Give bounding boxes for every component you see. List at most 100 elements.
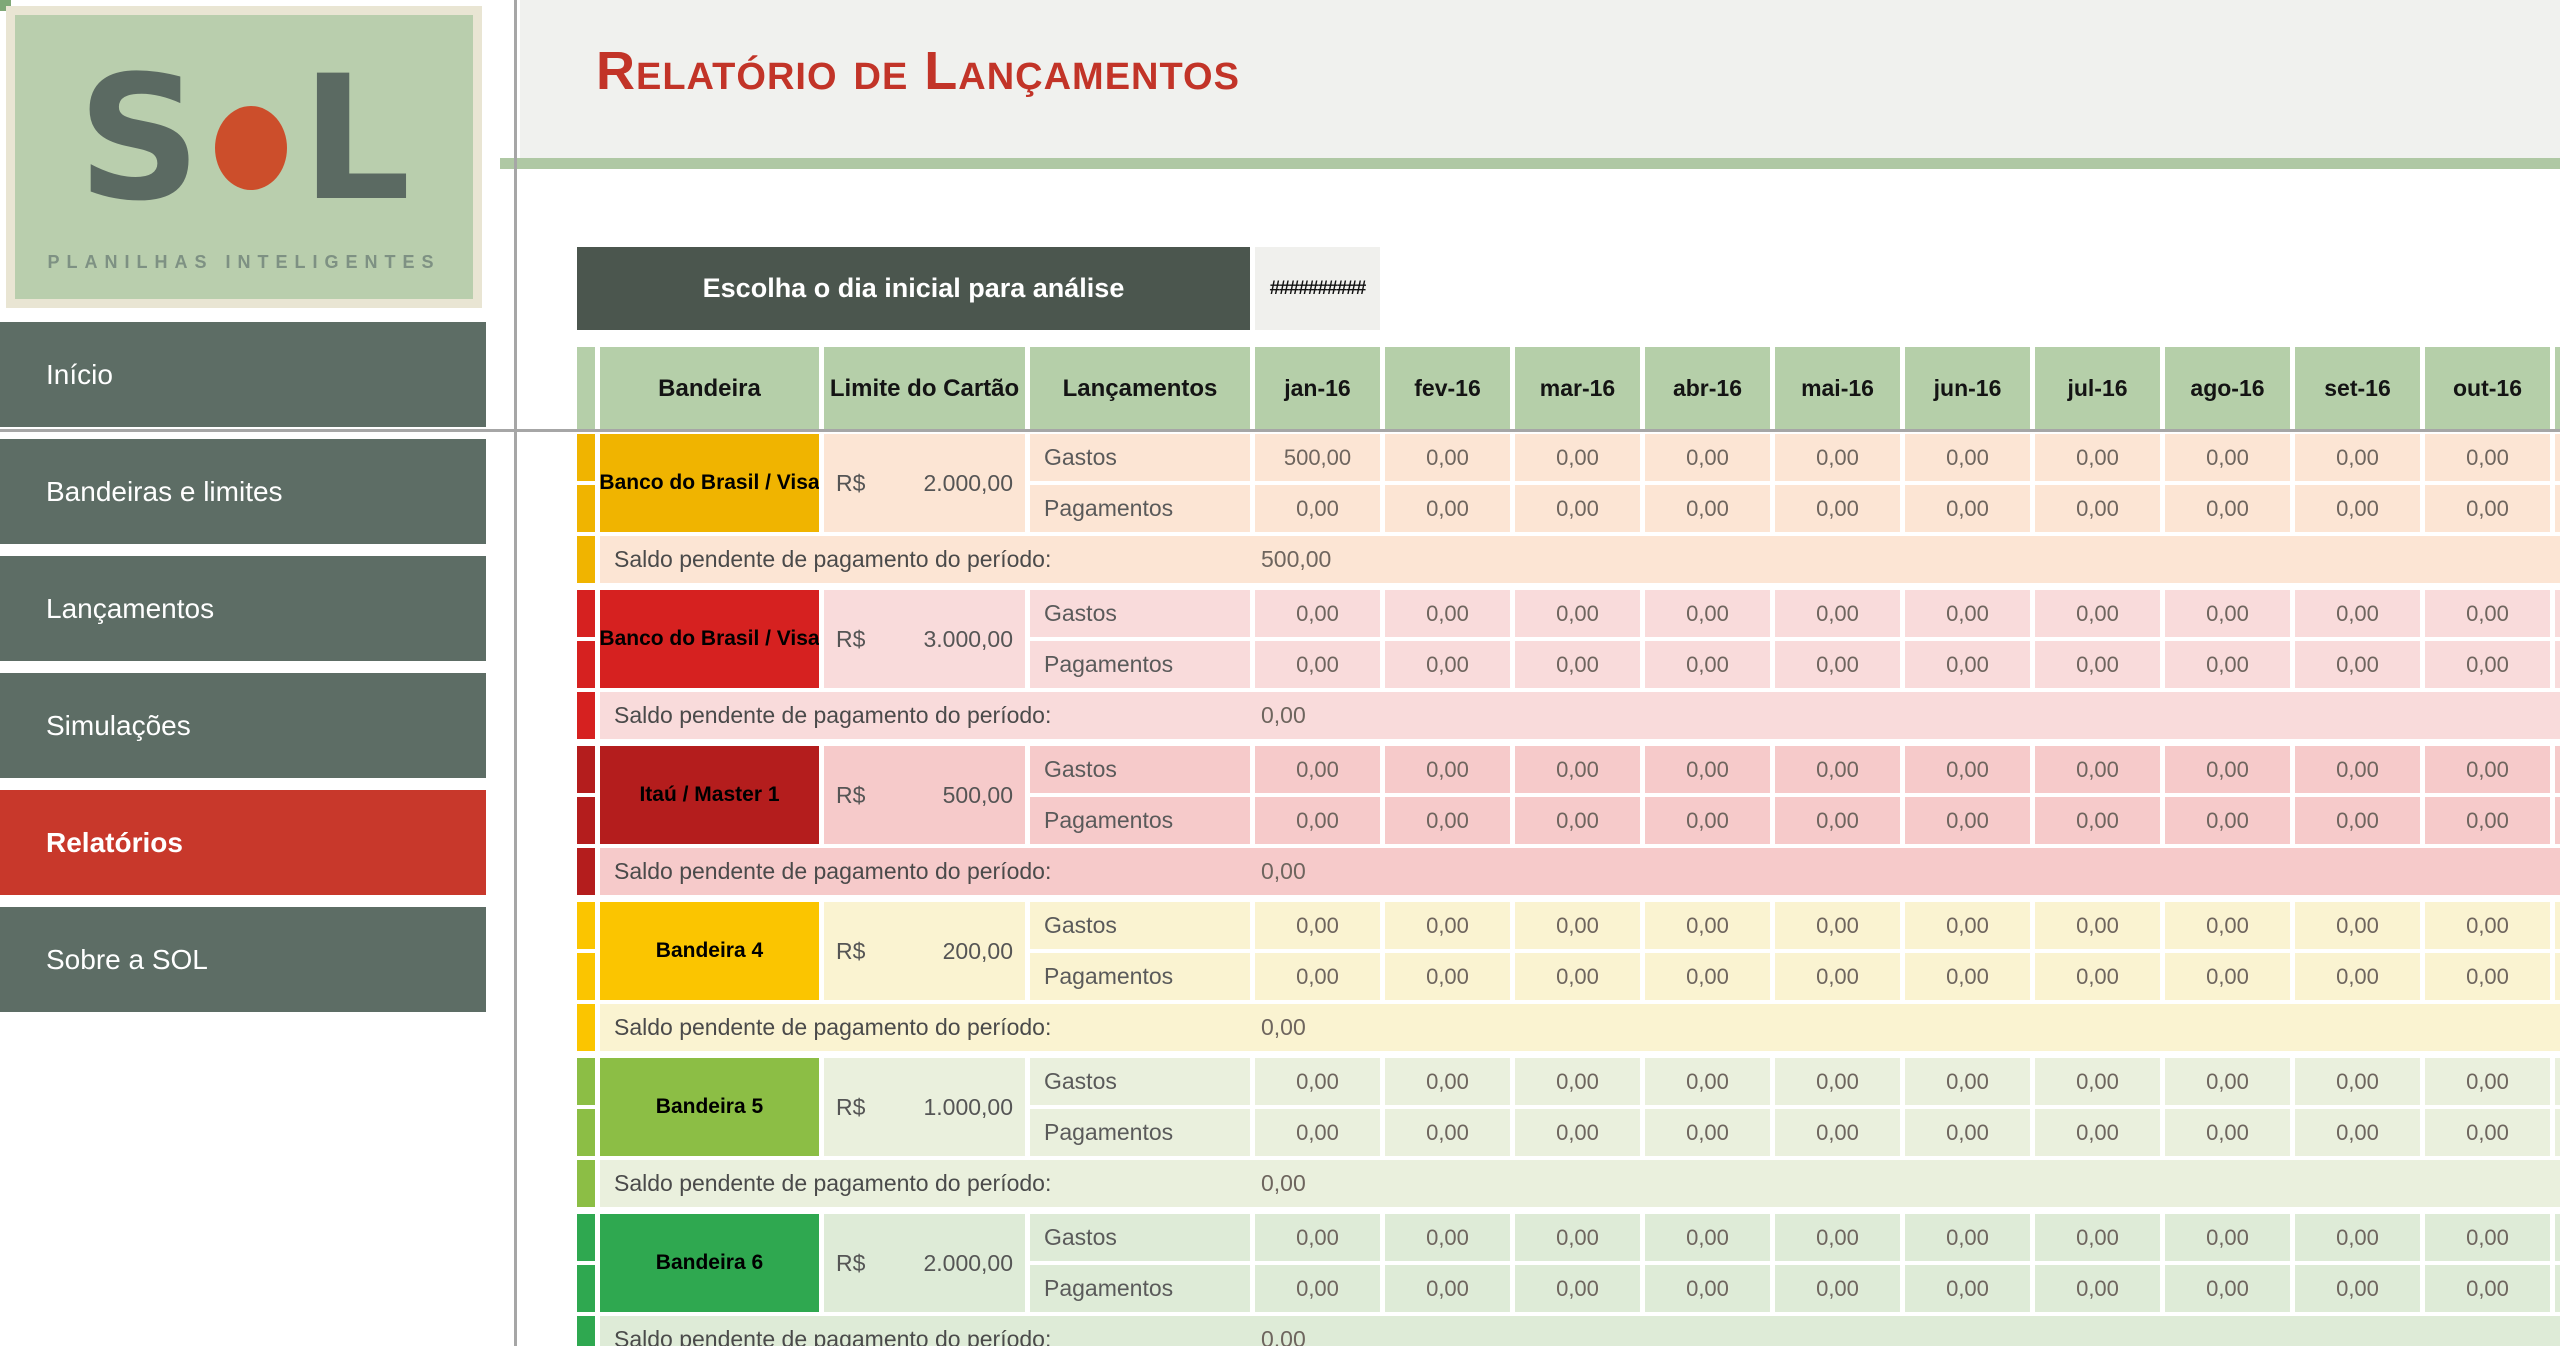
sol-logo: S L PLANILHAS INTELIGENTES [6, 6, 482, 308]
row-sliver-cell [2555, 902, 2560, 949]
date-filter-label: Escolha o dia inicial para análise [577, 247, 1250, 330]
pagamentos-value-cell: 0,00 [2425, 953, 2550, 1000]
card-block: Banco do Brasil / Visa R$ 2.000,00 Gastos 50… [577, 434, 2560, 583]
pagamentos-label-cell: Pagamentos [1030, 1265, 1250, 1312]
brand-cell: Banco do Brasil / Visa [600, 590, 819, 688]
accent-strip-cell [577, 1214, 595, 1261]
gastos-value-cell: 0,00 [2035, 1058, 2160, 1105]
pagamentos-value-cell: 0,00 [1645, 1109, 1770, 1156]
gastos-value-cell: 0,00 [1255, 746, 1380, 793]
accent-strip-cell [577, 902, 595, 949]
gastos-value-cell: 0,00 [1645, 746, 1770, 793]
gastos-value-cell: 0,00 [1255, 902, 1380, 949]
pagamentos-value-cell: 0,00 [1515, 953, 1640, 1000]
gastos-value-cell: 0,00 [1515, 1058, 1640, 1105]
gastos-value-cell: 0,00 [2035, 746, 2160, 793]
limit-amount: 1.000,00 [923, 1093, 1013, 1120]
gastos-value-cell: 0,00 [2425, 434, 2550, 481]
gastos-value-cell: 0,00 [1385, 1058, 1510, 1105]
saldo-row: Saldo pendente de pagamento do período: 5… [600, 536, 2560, 583]
header-sliver-cell [2555, 347, 2560, 430]
limit-cell: R$ 3.000,00 [824, 590, 1025, 688]
sidebar-item-lancamentos[interactable]: Lançamentos [0, 556, 486, 661]
month-header: out-16 [2425, 347, 2550, 430]
pagamentos-value-cell: 0,00 [1515, 797, 1640, 844]
gastos-value-cell: 0,00 [1645, 1214, 1770, 1261]
pagamentos-value-cell: 0,00 [1385, 1265, 1510, 1312]
accent-strip-cell [577, 1004, 595, 1051]
freeze-pane-horizontal-line [0, 429, 2560, 432]
gastos-value-cell: 0,00 [1645, 902, 1770, 949]
saldo-label: Saldo pendente de pagamento do período: [614, 1014, 1052, 1040]
gastos-value-cell: 0,00 [2295, 434, 2420, 481]
column-header-1: Bandeira [600, 347, 819, 430]
column-header-2: Limite do Cartão [824, 347, 1025, 430]
pagamentos-value-cell: 0,00 [2035, 1109, 2160, 1156]
gastos-value-cell: 0,00 [1905, 590, 2030, 637]
gastos-value-cell: 0,00 [1385, 902, 1510, 949]
gastos-value-cell: 0,00 [1645, 434, 1770, 481]
pagamentos-value-cell: 0,00 [1385, 641, 1510, 688]
header-strip-cell [577, 347, 595, 430]
pagamentos-value-cell: 0,00 [1385, 797, 1510, 844]
saldo-label: Saldo pendente de pagamento do período: [614, 1326, 1052, 1346]
pagamentos-value-cell: 0,00 [2035, 797, 2160, 844]
gastos-value-cell: 0,00 [1775, 1058, 1900, 1105]
row-sliver-cell [2555, 797, 2560, 844]
gastos-label-cell: Gastos [1030, 1058, 1250, 1105]
accent-strip-cell [577, 536, 595, 583]
sidebar-item-inicio[interactable]: Início [0, 322, 486, 427]
gastos-value-cell: 0,00 [1905, 1058, 2030, 1105]
gastos-value-cell: 0,00 [2295, 902, 2420, 949]
pagamentos-value-cell: 0,00 [1515, 641, 1640, 688]
pagamentos-value-cell: 0,00 [2295, 1265, 2420, 1312]
column-header-3: Lançamentos [1030, 347, 1250, 430]
pagamentos-value-cell: 0,00 [2035, 953, 2160, 1000]
limit-amount: 2.000,00 [923, 1249, 1013, 1276]
pagamentos-value-cell: 0,00 [1255, 485, 1380, 532]
limit-amount: 3.000,00 [923, 625, 1013, 652]
card-block: Bandeira 5 R$ 1.000,00 Gastos 0,00 0,00 0,00 0,… [577, 1058, 2560, 1207]
pagamentos-value-cell: 0,00 [1255, 1265, 1380, 1312]
month-header: mar-16 [1515, 347, 1640, 430]
row-sliver-cell [2555, 641, 2560, 688]
accent-strip-cell [577, 590, 595, 637]
pagamentos-value-cell: 0,00 [2035, 641, 2160, 688]
date-filter-value[interactable]: ########## [1255, 247, 1380, 330]
gastos-value-cell: 0,00 [1905, 902, 2030, 949]
brand-cell: Banco do Brasil / Visa [600, 434, 819, 532]
sidebar-item-relatorios[interactable]: Relatórios [0, 790, 486, 895]
logo-letter-s: S [77, 38, 202, 239]
limit-cell: R$ 2.000,00 [824, 434, 1025, 532]
gastos-value-cell: 0,00 [1255, 1214, 1380, 1261]
pagamentos-value-cell: 0,00 [1515, 485, 1640, 532]
accent-strip-cell [577, 485, 595, 532]
accent-strip-cell [577, 797, 595, 844]
gastos-value-cell: 0,00 [1515, 902, 1640, 949]
pagamentos-value-cell: 0,00 [2295, 485, 2420, 532]
pagamentos-value-cell: 0,00 [1775, 953, 1900, 1000]
sidebar-item-simulacoes[interactable]: Simulações [0, 673, 486, 778]
gastos-value-cell: 0,00 [2425, 590, 2550, 637]
sidebar-item-sobre-a-sol[interactable]: Sobre a SOL [0, 907, 486, 1012]
limit-cell: R$ 2.000,00 [824, 1214, 1025, 1312]
sidebar-menu: Início Bandeiras e limites Lançamentos S… [0, 322, 486, 1024]
gastos-value-cell: 0,00 [2035, 590, 2160, 637]
month-header: ago-16 [2165, 347, 2290, 430]
accent-strip-cell [577, 1316, 595, 1346]
pagamentos-value-cell: 0,00 [1775, 1109, 1900, 1156]
currency-label: R$ [836, 625, 866, 652]
saldo-row: Saldo pendente de pagamento do período: 0… [600, 1160, 2560, 1207]
saldo-value: 0,00 [1261, 1170, 1306, 1196]
pagamentos-value-cell: 0,00 [2165, 797, 2290, 844]
gastos-value-cell: 0,00 [2425, 746, 2550, 793]
accent-strip-cell [577, 848, 595, 895]
limit-amount: 500,00 [942, 781, 1013, 808]
gastos-value-cell: 0,00 [1905, 1214, 2030, 1261]
brand-cell: Bandeira 5 [600, 1058, 819, 1156]
sidebar-item-bandeiras-e-limites[interactable]: Bandeiras e limites [0, 439, 486, 544]
accent-strip-cell [577, 434, 595, 481]
header-rule [500, 158, 2560, 169]
gastos-value-cell: 0,00 [2035, 1214, 2160, 1261]
pagamentos-value-cell: 0,00 [1775, 641, 1900, 688]
